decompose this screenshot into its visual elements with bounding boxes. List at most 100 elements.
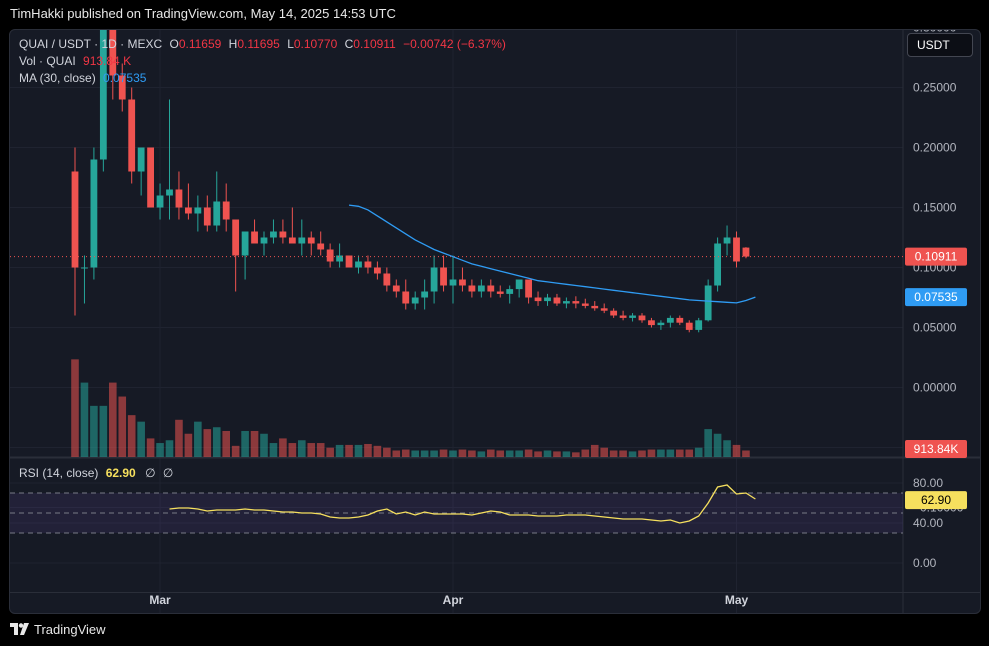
candle-body (175, 189, 183, 208)
candle[interactable] (600, 303, 608, 314)
candle[interactable] (137, 147, 145, 196)
candle-body (137, 147, 145, 172)
candle[interactable] (345, 255, 353, 268)
candle[interactable] (544, 293, 551, 306)
candle[interactable] (260, 231, 268, 256)
volume-bar (657, 449, 665, 457)
candle[interactable] (222, 183, 230, 232)
candle-body (506, 289, 514, 294)
candle[interactable] (156, 183, 164, 220)
candle[interactable] (317, 231, 325, 256)
candle[interactable] (298, 219, 306, 256)
candle[interactable] (90, 147, 98, 280)
candle[interactable] (118, 63, 126, 112)
candle[interactable] (714, 237, 721, 292)
chart-frame[interactable]: 0.450000.400000.350000.300000.250000.200… (9, 29, 981, 614)
candle[interactable] (147, 147, 154, 208)
candle[interactable] (610, 308, 618, 318)
volume-bar (420, 450, 429, 457)
candle[interactable] (374, 261, 381, 280)
candle[interactable] (288, 207, 296, 244)
candle[interactable] (213, 171, 221, 232)
chart-canvas[interactable]: 0.450000.400000.350000.300000.250000.200… (10, 30, 980, 613)
candle[interactable] (440, 255, 447, 292)
candle[interactable] (619, 310, 627, 321)
candle[interactable] (326, 243, 334, 268)
candle[interactable] (203, 195, 211, 232)
candle-body (572, 301, 580, 304)
candle[interactable] (270, 219, 277, 244)
candle[interactable] (487, 279, 495, 298)
candle[interactable] (459, 267, 466, 292)
volume-bar (600, 447, 608, 457)
ma-marker: 0.07535 (905, 288, 967, 307)
volume-bar (439, 449, 448, 457)
candle[interactable] (185, 183, 192, 220)
candle[interactable] (468, 279, 476, 298)
candle[interactable] (411, 291, 419, 310)
candle[interactable] (525, 279, 532, 304)
candle[interactable] (128, 87, 136, 184)
candle[interactable] (307, 231, 315, 256)
ma-line[interactable] (348, 204, 756, 304)
candle[interactable] (676, 315, 684, 326)
volume-bar (619, 450, 627, 457)
candle[interactable] (648, 317, 655, 328)
candle[interactable] (194, 195, 202, 232)
candle[interactable] (166, 99, 173, 220)
candle[interactable] (71, 147, 79, 316)
candle[interactable] (279, 219, 287, 244)
candle[interactable] (81, 255, 88, 304)
candle[interactable] (685, 320, 693, 333)
candle[interactable] (477, 279, 485, 298)
candle[interactable] (232, 219, 240, 292)
candle[interactable] (449, 255, 457, 304)
volume-bar (553, 451, 561, 457)
candle[interactable] (364, 255, 372, 274)
candle[interactable] (506, 285, 514, 304)
volume-bar (581, 449, 590, 457)
candle[interactable] (430, 255, 438, 304)
candle[interactable] (666, 315, 674, 328)
rsi-line[interactable] (169, 484, 756, 524)
candle[interactable] (695, 317, 703, 333)
candle[interactable] (241, 231, 249, 280)
volume-legend[interactable]: Vol · QUAI 913.84 K (19, 54, 131, 68)
candle-body (525, 279, 532, 298)
volume-bar (647, 449, 656, 457)
candle[interactable] (638, 313, 646, 323)
candle[interactable] (99, 30, 107, 172)
candle[interactable] (629, 313, 636, 322)
candle[interactable] (723, 225, 731, 256)
candle[interactable] (534, 291, 542, 306)
candle[interactable] (733, 231, 740, 268)
rsi-legend[interactable]: RSI (14, close) 62.90 ∅ ∅ (19, 466, 173, 480)
volume-bar (241, 430, 249, 457)
candle[interactable] (392, 279, 400, 298)
symbol-title[interactable]: QUAI / USDT · 1D · MEXC (19, 37, 163, 51)
volume-bar (411, 450, 419, 457)
candle[interactable] (553, 293, 561, 306)
candle[interactable] (515, 279, 523, 298)
candle-body (383, 273, 391, 286)
candle[interactable] (742, 247, 750, 259)
candle[interactable] (563, 297, 570, 309)
candle[interactable] (581, 298, 589, 309)
quote-currency-button[interactable]: USDT (907, 33, 973, 57)
candle[interactable] (336, 243, 343, 268)
candle[interactable] (496, 285, 504, 298)
candle[interactable] (572, 296, 580, 309)
candle[interactable] (591, 301, 599, 311)
candle[interactable] (251, 219, 258, 244)
candle[interactable] (402, 279, 410, 310)
volume-bar (609, 450, 618, 457)
candle[interactable] (109, 30, 117, 100)
tradingview-branding[interactable]: TradingView (10, 620, 106, 638)
candle[interactable] (421, 279, 429, 310)
ma-legend[interactable]: MA (30, close) 0.07535 (19, 71, 146, 85)
candle-body (203, 207, 211, 226)
candle[interactable] (657, 320, 665, 330)
candle[interactable] (175, 171, 183, 220)
candle[interactable] (355, 255, 362, 274)
candle[interactable] (383, 267, 391, 292)
